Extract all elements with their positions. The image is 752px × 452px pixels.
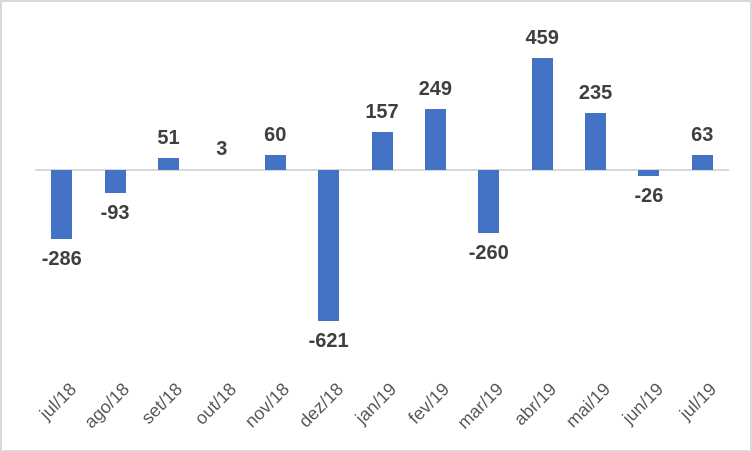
bar-jul/18	[51, 170, 73, 240]
data-label-jul/18: -286	[41, 248, 82, 271]
data-label-jan/19: 157	[365, 100, 399, 123]
bar-dez/18	[318, 170, 340, 321]
data-label-set/18: 51	[157, 126, 180, 149]
data-label-fev/19: 249	[418, 78, 453, 101]
x-tick-label-out/18: out/18	[190, 379, 241, 429]
x-tick-label-dez/18: dez/18	[294, 379, 347, 432]
bar-jun/19	[638, 170, 660, 177]
x-tick-label-set/18: set/18	[137, 379, 187, 428]
x-tick-label-nov/18: nov/18	[241, 379, 294, 432]
data-label-abr/19: 459	[525, 27, 559, 50]
x-tick-label-fev/19: fev/19	[404, 379, 454, 428]
bar-ago/18	[104, 170, 126, 193]
x-tick-label-jul/19: jul/19	[675, 379, 721, 424]
bar-mar/19	[478, 170, 500, 234]
x-tick-label-jul/18: jul/18	[35, 379, 80, 424]
x-tick-label-mai/19: mai/19	[561, 379, 614, 432]
data-label-jul/19: 63	[691, 123, 714, 146]
x-tick-label-jan/19: jan/19	[351, 379, 401, 428]
x-tick-label-ago/18: ago/18	[80, 379, 134, 433]
data-label-out/18: 3	[216, 138, 228, 161]
bar-fev/19	[424, 109, 446, 170]
data-label-jun/19: -26	[634, 185, 664, 208]
bar-abr/19	[531, 58, 553, 170]
bar-set/18	[157, 157, 179, 170]
x-tick-label-abr/19: abr/19	[510, 379, 561, 430]
x-tick-label-mar/19: mar/19	[453, 379, 507, 433]
data-label-mai/19: 235	[578, 81, 613, 104]
data-label-mar/19: -260	[468, 242, 509, 265]
bar-nov/18	[264, 155, 286, 170]
bar-jul/19	[691, 154, 713, 170]
x-axis-line	[35, 169, 729, 171]
bar-jan/19	[371, 131, 393, 170]
data-label-dez/18: -621	[308, 329, 349, 352]
bar-mai/19	[585, 112, 607, 170]
data-label-nov/18: 60	[264, 124, 287, 147]
x-tick-label-jun/19: jun/19	[618, 379, 668, 428]
data-label-ago/18: -93	[100, 201, 130, 224]
